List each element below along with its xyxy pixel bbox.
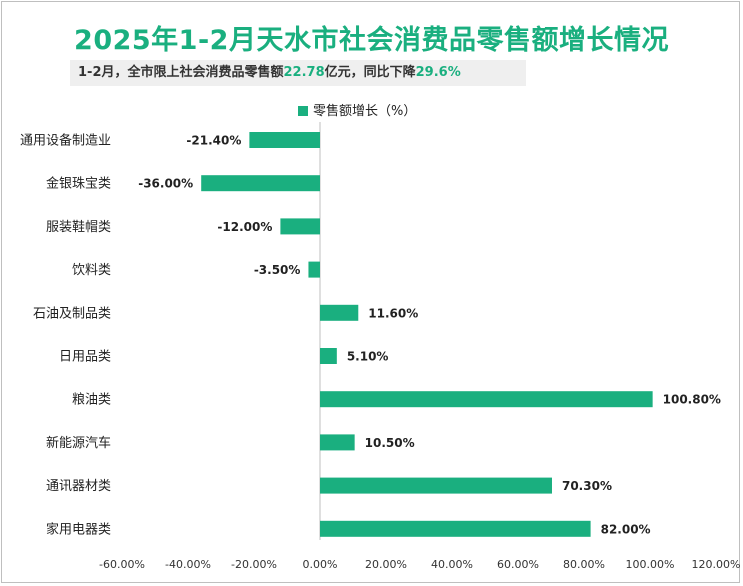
subtitle-amount: 22.78	[283, 65, 325, 80]
x-tick-label: 60.00%	[497, 558, 539, 571]
x-tick-label: -40.00%	[165, 558, 211, 571]
category-label: 日用品类	[59, 350, 111, 365]
bar	[320, 477, 552, 494]
chart-subtitle: 1-2月，全市限上社会消费品零售额22.78亿元，同比下降29.6%	[70, 60, 526, 86]
x-tick-label: 80.00%	[563, 558, 605, 571]
x-tick-label: 0.00%	[303, 558, 338, 571]
value-label: 11.60%	[368, 306, 418, 320]
value-label: 100.80%	[663, 393, 721, 407]
x-tick-label: -60.00%	[99, 558, 145, 571]
tick-labels-group: -60.00% -40.00% -20.00% 0.00% 20.00% 40.00% 60…	[99, 558, 740, 571]
category-label: 通用设备制造业	[20, 133, 111, 149]
category-label: 通讯器材类	[46, 479, 111, 494]
bar	[320, 520, 591, 537]
bar	[308, 261, 320, 278]
category-label: 石油及制品类	[33, 306, 111, 321]
x-tick-label: 20.00%	[365, 558, 407, 571]
subtitle-prefix: 1-2月，全市限上社会消费品零售额	[78, 65, 284, 80]
value-label: -3.50%	[254, 263, 301, 277]
category-labels-group: 通用设备制造业金银珠宝类服装鞋帽类饮料类石油及制品类日用品类粮油类新能源汽车通讯…	[20, 133, 111, 538]
legend-label: 零售额增长（%）	[313, 104, 417, 119]
value-label: -12.00%	[217, 220, 272, 234]
category-label: 新能源汽车	[46, 435, 111, 451]
value-label: 70.30%	[562, 479, 612, 493]
bars-group	[201, 122, 653, 540]
category-label: 服装鞋帽类	[46, 219, 111, 235]
bar	[201, 175, 320, 192]
value-label: -21.40%	[186, 134, 241, 148]
value-label: 10.50%	[365, 436, 415, 450]
bar	[320, 304, 359, 321]
bar	[320, 348, 337, 364]
bar	[280, 218, 320, 235]
x-tick-label: 100.00%	[626, 558, 675, 571]
value-label: -36.00%	[138, 177, 193, 191]
bar	[249, 132, 320, 148]
subtitle-mid: 亿元，同比下降	[324, 65, 416, 80]
x-tick-label: -20.00%	[231, 558, 277, 571]
value-label: 5.10%	[347, 350, 389, 364]
x-tick-label: 120.00%	[692, 558, 741, 571]
bar	[320, 434, 355, 451]
bar	[320, 391, 653, 408]
x-tick-label: 40.00%	[431, 558, 473, 571]
legend-swatch	[298, 106, 308, 116]
chart-title: 2025年1-2月天水市社会消费品零售额增长情况	[74, 25, 669, 56]
value-label: 82.00%	[601, 522, 651, 536]
legend: 零售额增长（%）	[298, 100, 416, 119]
subtitle-rate: 29.6%	[415, 65, 461, 80]
category-label: 饮料类	[72, 263, 111, 278]
category-label: 粮油类	[72, 393, 111, 408]
category-label: 家用电器类	[46, 521, 111, 537]
value-labels-group: -21.40% -36.00% -12.00% -3.50% 11.60% 5.10% 10…	[138, 134, 721, 537]
category-label: 金银珠宝类	[46, 176, 111, 192]
